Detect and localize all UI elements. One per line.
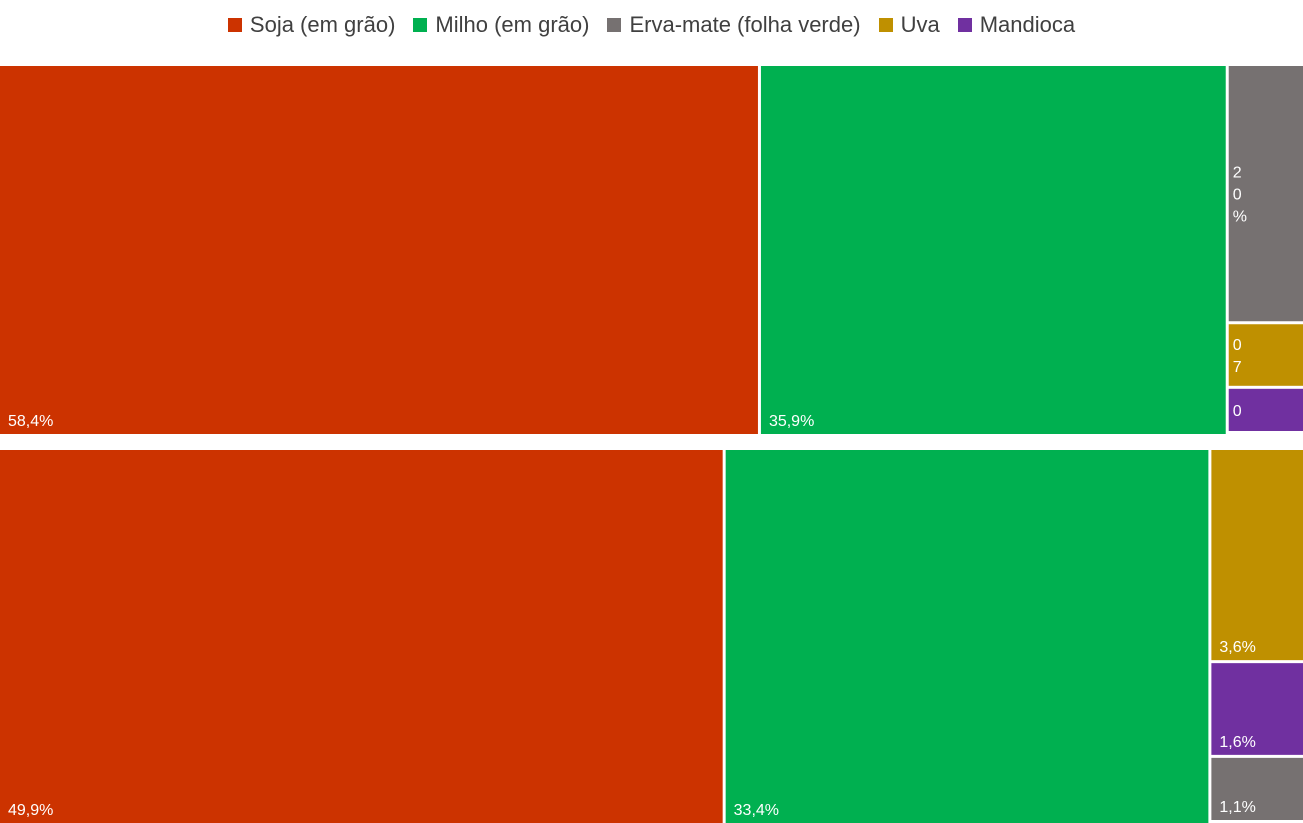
tile-mandioca-2 [1211,663,1303,755]
legend-label-soja: Soja (em grão) [249,12,396,37]
tile-label-erva-mate-1-line-1: 2 [1233,165,1242,182]
legend-swatch-soja [227,18,242,32]
tile-label-uva-1-line-1: 0 [1233,337,1242,354]
tile-label-mandioca-2: 1,6% [1219,734,1255,751]
tile-label-milho-2: 33,4% [734,802,779,819]
tile-label-soja-2: 49,9% [8,802,53,819]
tile-milho-1 [760,66,1226,434]
tile-label-erva-mate-2: 1,1% [1219,799,1255,816]
tile-soja-1 [0,66,758,434]
legend-item-soja: Soja (em grão) [227,12,396,38]
tile-label-uva-1-line-2: 7 [1233,359,1242,376]
tile-label-soja-1: 58,4% [8,413,53,430]
legend-label-uva: Uva [900,12,940,37]
tile-milho-2 [725,450,1209,823]
tile-label-milho-1: 35,9% [769,413,814,430]
legend-item-mandioca: Mandioca [957,12,1076,38]
tile-mandioca-1 [1228,388,1303,431]
tile-uva-1 [1228,324,1303,386]
legend-item-uva: Uva [878,12,940,38]
tile-soja-2 [0,450,723,823]
tile-label-erva-mate-1-line-3: % [1233,209,1247,226]
tile-erva-mate-1 [1228,66,1303,322]
tile-label-mandioca-1-line-1: 0 [1233,403,1242,420]
legend: Soja (em grão) Milho (em grão) Erva-mate… [0,8,1303,42]
legend-item-milho: Milho (em grão) [413,12,589,38]
legend-label-erva-mate: Erva-mate (folha verde) [629,12,861,37]
legend-label-mandioca: Mandioca [979,12,1076,37]
tile-label-uva-2: 3,6% [1219,639,1255,656]
tile-label-erva-mate-1-line-2: 0 [1233,187,1242,204]
legend-swatch-mandioca [957,18,972,32]
legend-label-milho: Milho (em grão) [435,12,590,37]
legend-swatch-uva [878,18,893,32]
tile-uva-2 [1211,450,1303,661]
legend-swatch-milho [413,18,428,32]
legend-item-erva-mate: Erva-mate (folha verde) [607,12,861,38]
tile-erva-mate-2 [1211,757,1303,820]
legend-swatch-erva-mate [607,18,622,32]
